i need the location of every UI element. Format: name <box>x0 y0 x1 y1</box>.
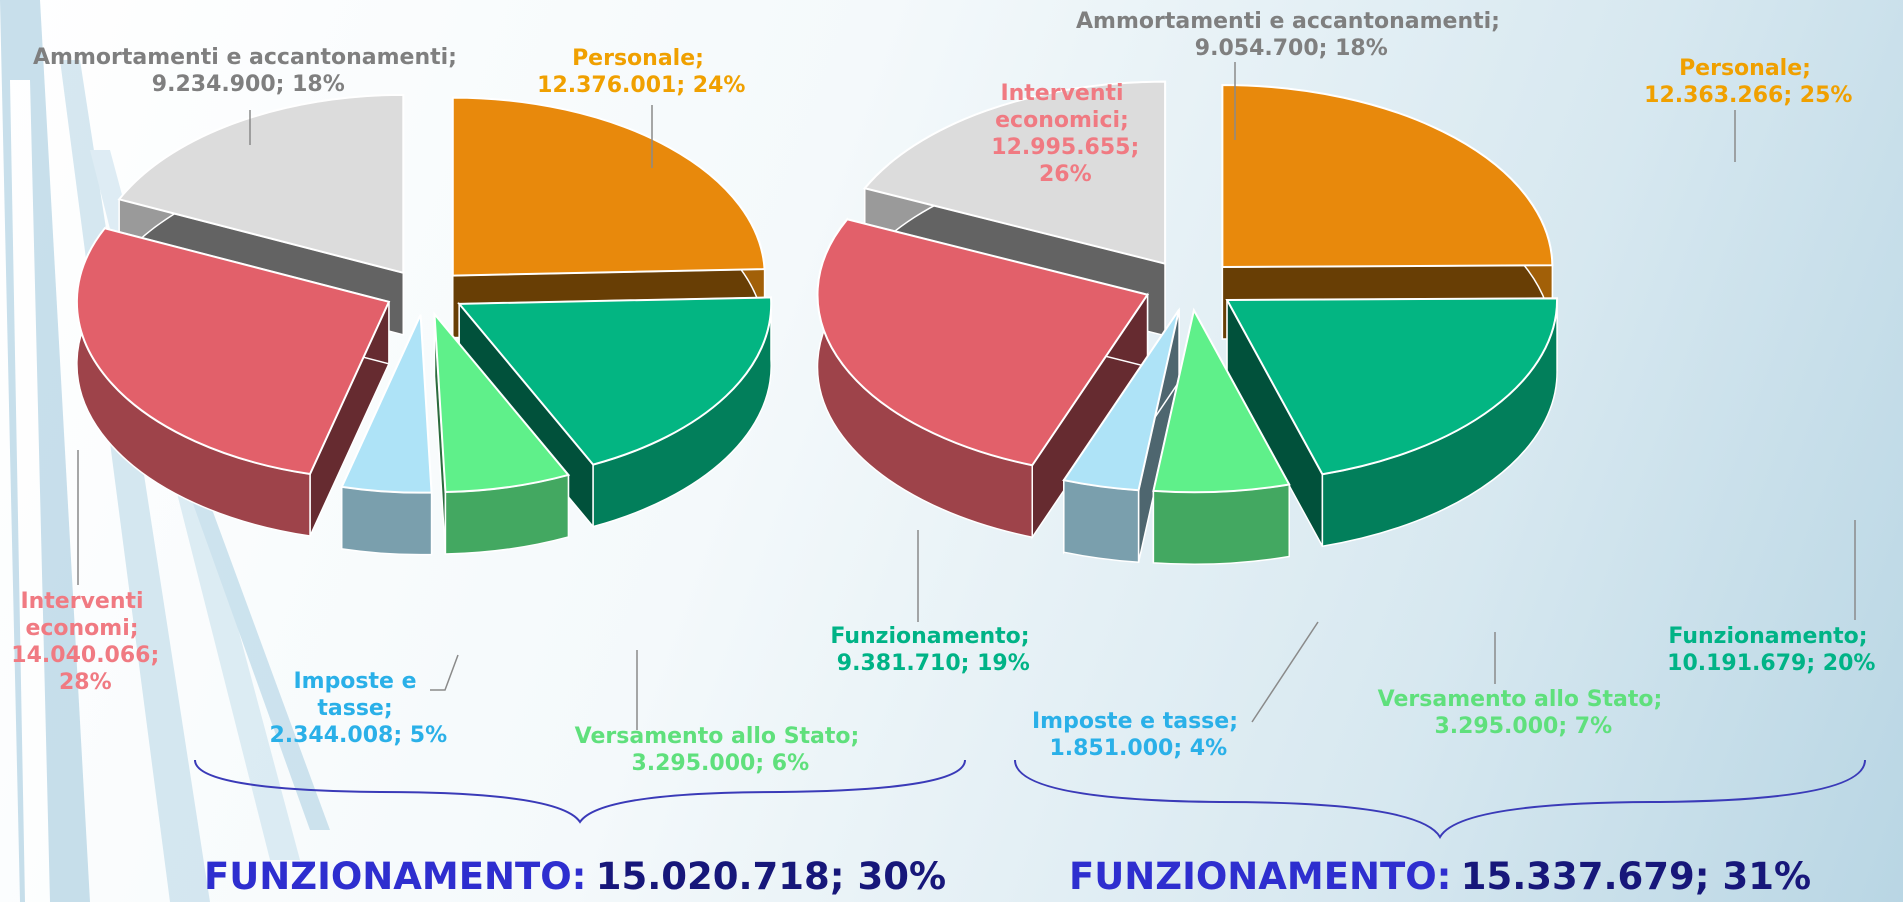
slice <box>1222 85 1552 267</box>
total-value: 15.020.718; 30% <box>596 855 946 898</box>
label-category: Interventi economici; <box>995 81 1129 133</box>
data-label: Imposte e tasse;2.344.008; 5% <box>260 668 450 749</box>
data-label: Versamento allo Stato;3.295.000; 7% <box>1365 686 1675 740</box>
chart-canvas <box>0 0 1903 902</box>
total-label: FUNZIONAMENTO:15.337.679; 31% <box>1069 855 1811 898</box>
label-value: 3.295.000; 7% <box>1434 713 1612 740</box>
total-title: FUNZIONAMENTO: <box>204 855 586 898</box>
label-category: Imposte e tasse; <box>293 669 416 721</box>
label-category: Funzionamento; <box>1668 624 1867 649</box>
data-label: Versamento allo Stato;3.295.000; 6% <box>567 723 867 777</box>
total-title: FUNZIONAMENTO: <box>1069 855 1451 898</box>
label-value: 9.234.900; 18% <box>152 71 345 98</box>
data-label: Interventi economici;12.995.655; 26% <box>972 80 1152 188</box>
slice <box>453 98 765 276</box>
data-label: Ammortamenti e accantonamenti;9.054.700;… <box>1053 8 1523 62</box>
label-category: Versamento allo Stato; <box>1378 687 1663 712</box>
data-label: Funzionamento;10.191.679; 20% <box>1648 623 1888 677</box>
data-label: Ammortamenti e accantonamenti;9.234.900;… <box>5 44 485 98</box>
label-value: 1.851.000; 4% <box>1049 735 1227 762</box>
label-value: 12.376.001; 24% <box>537 72 745 99</box>
label-category: Ammortamenti e accantonamenti; <box>1076 9 1500 34</box>
label-category: Personale; <box>1679 56 1811 81</box>
label-value: 12.995.655; 26% <box>979 134 1152 188</box>
label-category: Funzionamento; <box>830 624 1029 649</box>
slice-outer-wall <box>1064 480 1139 562</box>
slice-outer-wall <box>342 487 432 555</box>
label-value: 10.191.679; 20% <box>1667 650 1875 677</box>
label-category: Versamento allo Stato; <box>575 724 860 749</box>
total-label: FUNZIONAMENTO:15.020.718; 30% <box>204 855 946 898</box>
data-label: Interventi economi;14.040.066; 28% <box>0 588 167 696</box>
data-label: Imposte e tasse;1.851.000; 4% <box>1015 708 1255 762</box>
data-label: Funzionamento;9.381.710; 19% <box>810 623 1050 677</box>
label-value: 9.381.710; 19% <box>837 650 1030 677</box>
slice-outer-wall <box>1153 485 1289 565</box>
label-category: Ammortamenti e accantonamenti; <box>33 45 457 70</box>
brace <box>1015 760 1865 837</box>
label-category: Imposte e tasse; <box>1032 709 1238 734</box>
label-value: 2.344.008; 5% <box>269 722 447 749</box>
slide: Personale;12.376.001; 24%Funzionamento;9… <box>0 0 1903 902</box>
data-label: Personale;12.376.001; 24% <box>518 45 758 99</box>
total-value: 15.337.679; 31% <box>1461 855 1811 898</box>
data-label: Personale;12.363.266; 25% <box>1580 55 1903 109</box>
label-value: 12.363.266; 25% <box>1644 82 1852 109</box>
label-value: 3.295.000; 6% <box>631 750 809 777</box>
label-category: Personale; <box>572 46 704 71</box>
label-value: 14.040.066; 28% <box>4 642 167 696</box>
leader-line <box>1252 622 1318 722</box>
label-value: 9.054.700; 18% <box>1195 35 1388 62</box>
label-category: Interventi economi; <box>20 589 143 641</box>
